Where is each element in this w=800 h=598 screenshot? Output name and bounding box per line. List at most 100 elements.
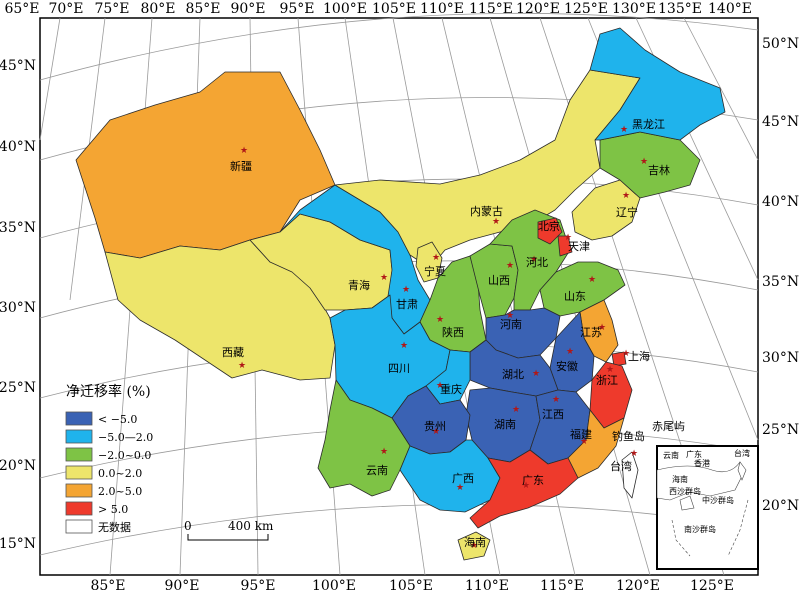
capital-star-icon: ★ (240, 146, 248, 156)
province-labels: 新疆 西藏 青海 甘肃 内蒙古 宁夏 陕西 山西 河北 北京 天津 辽宁 吉林 … (222, 118, 685, 549)
tick-label: 100°E (312, 578, 356, 594)
capital-star-icon: ★ (380, 447, 388, 457)
capital-star-icon: ★ (622, 191, 630, 201)
tick-label: 40°N (0, 139, 36, 155)
label-sichuan: 四川 (388, 362, 410, 375)
tick-label: 110°E (465, 578, 509, 594)
south-china-sea-inset: 云南 广东 香港 台湾 海南 西沙群岛 中沙群岛 南沙群岛 (656, 445, 759, 570)
legend-swatch (65, 501, 93, 516)
capital-markers: ★ ★ ★ ★ ★ ★ ★ ★ ★ ★ ★ ★ ★ ★ ★ ★ ★ ★ ★ ★ ★ ★ ★ ★ ★ ★ ★ ★ ★ ★ ★ ★ (238, 125, 648, 551)
tick-label: 135°E (658, 1, 702, 17)
inset-hainan: 海南 (672, 474, 688, 484)
capital-star-icon: ★ (566, 347, 574, 357)
label-henan: 河南 (500, 318, 522, 331)
label-anhui: 安徽 (556, 359, 578, 373)
legend-label: 无数据 (98, 520, 131, 534)
legend-swatch (65, 483, 93, 498)
map-frame (39, 17, 759, 576)
tick-label: 25°N (0, 380, 36, 396)
tick-label: 90°E (230, 1, 265, 17)
inset-yunnan: 云南 (663, 450, 679, 460)
label-ningxia: 宁夏 (424, 264, 446, 278)
label-jilin: 吉林 (648, 163, 670, 177)
label-liaoning: 辽宁 (616, 205, 638, 219)
label-chiwei: 赤尾屿 (652, 420, 685, 433)
tick-label: 100°E (323, 1, 367, 17)
tick-label: 115°E (540, 578, 584, 594)
province-shanghai (611, 351, 627, 367)
tick-label: 105°E (389, 578, 433, 594)
capital-star-icon: ★ (564, 233, 572, 243)
tick-label: 85°E (185, 1, 220, 17)
label-xizang: 西藏 (222, 346, 244, 359)
capital-star-icon: ★ (436, 315, 444, 325)
province-tianjin (557, 235, 573, 257)
tick-label: 65°E (4, 1, 39, 17)
label-hainan: 海南 (464, 535, 486, 549)
label-jiangxi: 江西 (542, 408, 564, 421)
tick-label: 95°E (279, 1, 314, 17)
province-heilongjiang (589, 27, 726, 141)
inset-guangdong: 广东 (686, 449, 702, 459)
label-shandong: 山东 (564, 290, 586, 303)
tick-label: 120°E (516, 1, 560, 17)
capital-star-icon: ★ (506, 261, 514, 271)
legend-swatch (65, 411, 93, 426)
tick-label: 25°N (762, 422, 799, 438)
capital-star-icon: ★ (506, 311, 514, 321)
province-layer (75, 27, 726, 561)
legend-swatch (65, 447, 93, 462)
capital-star-icon: ★ (402, 285, 410, 295)
tick-label: 140°E (708, 1, 752, 17)
capital-star-icon: ★ (512, 405, 520, 415)
tick-label: 35°N (0, 220, 36, 236)
scale-zero: 0 (184, 519, 192, 533)
inset-nansha: 南沙群岛 (684, 524, 716, 534)
tick-label: 50°N (762, 36, 799, 52)
capital-star-icon: ★ (470, 541, 478, 551)
tick-label: 125°E (690, 578, 734, 594)
label-heilongjiang: 黑龙江 (632, 118, 665, 131)
label-shaanxi: 陕西 (442, 325, 464, 339)
label-hebei: 河北 (526, 256, 548, 269)
tick-label: 85°E (90, 578, 125, 594)
legend: 净迁移率 (%) < −5.0 −5.0—2.0 −2.0~0.0 0.0~2.0 2.… (65, 383, 153, 534)
province-liaoning (571, 179, 641, 241)
tick-label: 70°E (48, 1, 83, 17)
label-qinghai: 青海 (348, 278, 370, 292)
province-hainan (457, 531, 491, 561)
legend-label: > 5.0 (98, 503, 128, 516)
legend-swatch (65, 465, 93, 480)
tick-label: 35°N (762, 274, 799, 290)
province-taiwan (621, 451, 639, 499)
label-beijing: 北京 (538, 219, 560, 233)
capital-star-icon: ★ (522, 481, 530, 491)
legend-swatch (65, 519, 93, 534)
legend-label: −2.0~0.0 (98, 449, 151, 462)
tick-label: 20°N (0, 458, 36, 474)
label-fujian: 福建 (570, 427, 592, 441)
label-hubei: 湖北 (502, 368, 524, 381)
label-guangdong: 广东 (522, 474, 544, 487)
capital-star-icon: ★ (588, 275, 596, 285)
tick-label: 45°N (762, 114, 799, 130)
province-yunnan (317, 379, 411, 497)
label-gansu: 甘肃 (396, 298, 418, 311)
label-shanghai: 上海 (628, 349, 650, 363)
capital-star-icon: ★ (630, 449, 638, 459)
tick-label: 45°N (0, 58, 36, 74)
capital-star-icon: ★ (432, 253, 440, 263)
label-zhejiang: 浙江 (596, 374, 618, 387)
label-diaoyu: 钓鱼岛 (612, 429, 645, 443)
label-guizhou: 贵州 (424, 420, 446, 433)
tick-label: 125°E (564, 1, 608, 17)
scale-bar: 0 400 km (184, 519, 274, 541)
tick-label: 75°E (94, 1, 129, 17)
tick-label: 110°E (420, 1, 464, 17)
label-tianjin: 天津 (568, 240, 590, 253)
capital-star-icon: ★ (238, 361, 246, 371)
label-guangxi: 广西 (452, 472, 474, 485)
inset-zhongsha: 中沙群岛 (702, 495, 734, 505)
legend-label: −5.0—2.0 (98, 431, 153, 444)
